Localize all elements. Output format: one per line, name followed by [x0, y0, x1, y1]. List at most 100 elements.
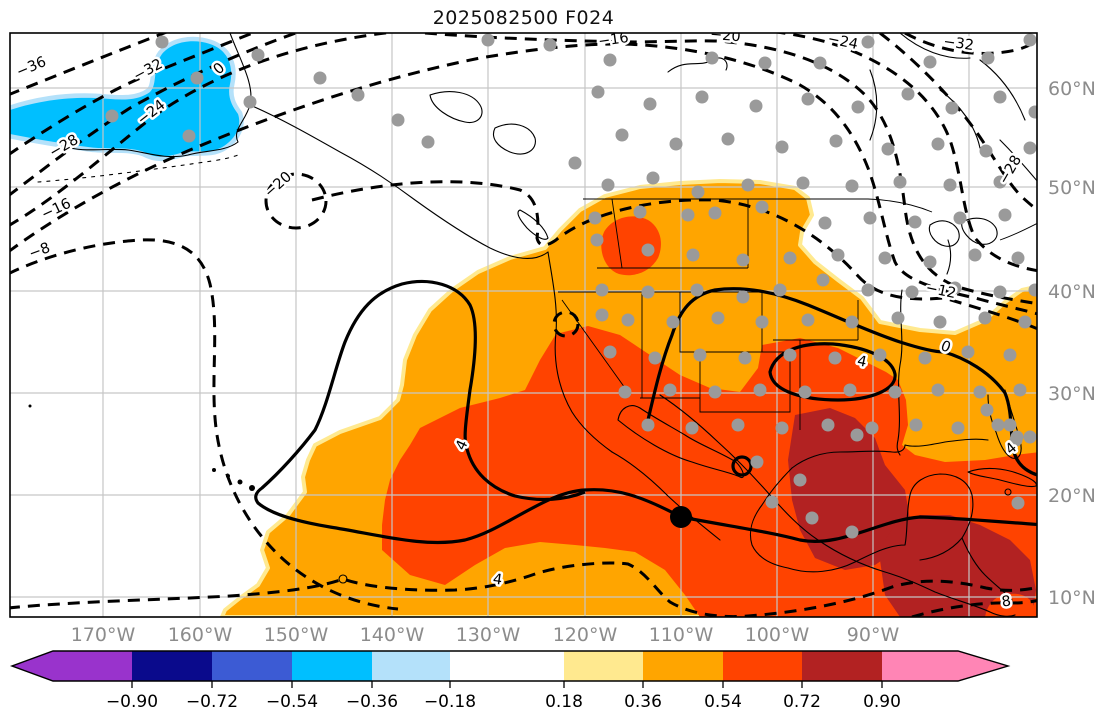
station-dot [1018, 315, 1032, 329]
station-dot [182, 129, 196, 143]
station-dot [711, 311, 725, 325]
station-dot [845, 315, 859, 329]
station-dot [738, 351, 752, 365]
station-dot [991, 418, 1005, 432]
station-dot [621, 313, 635, 327]
station-dot [948, 281, 962, 295]
station-dot [873, 348, 887, 362]
colorbar-tick-label: 0.36 [624, 692, 662, 712]
station-dot [663, 383, 677, 397]
colorbar-over-arrow [958, 651, 1008, 681]
station-dots [105, 33, 1037, 539]
station-dot [775, 421, 789, 435]
station-dot [801, 92, 815, 106]
station-dot [765, 495, 779, 509]
station-dot [641, 243, 655, 257]
station-dot [861, 35, 875, 49]
station-dot [1013, 383, 1027, 397]
lon-tick-label: 100°W [745, 624, 810, 646]
contour-value-label: 4 [856, 353, 868, 371]
station-dot [918, 351, 932, 365]
station-dot [693, 348, 707, 362]
station-dot [968, 248, 982, 262]
colorbar-segment [53, 651, 132, 681]
station-dot [641, 418, 655, 432]
station-dot [816, 273, 830, 287]
colorbar-segment [723, 651, 802, 681]
station-dot [243, 95, 257, 109]
station-dot [618, 385, 632, 399]
colorbar-segment [882, 651, 958, 681]
colorbar-tick-label: 0.90 [863, 692, 901, 712]
station-dot [603, 345, 617, 359]
colorbar-tick-label: −0.72 [186, 692, 238, 712]
lon-tick-label: 160°W [168, 624, 233, 646]
station-dot [923, 255, 937, 269]
station-dot [951, 421, 965, 435]
station-dot [755, 315, 769, 329]
station-dot [893, 175, 907, 189]
station-dot [695, 90, 709, 104]
station-dot [908, 215, 922, 229]
station-dot [993, 285, 1007, 299]
station-dot [979, 144, 993, 158]
station-dot [1023, 430, 1037, 444]
highlight-marker-dot [670, 506, 692, 528]
latitude-axis-labels: 60°N 50°N 40°N 30°N 20°N 10°N [1048, 78, 1096, 609]
station-dot [931, 383, 945, 397]
station-dot [961, 345, 975, 359]
station-dot [865, 421, 879, 435]
station-dot [758, 56, 772, 70]
positive-shade-0.72-texas [788, 408, 910, 570]
station-dot [1023, 33, 1037, 47]
station-dot [421, 135, 435, 149]
station-dot [850, 428, 864, 442]
station-dot [783, 251, 797, 265]
station-dot [601, 178, 615, 192]
colorbar-tick-label: −0.90 [106, 692, 158, 712]
station-dot [1009, 433, 1023, 447]
colorbar-segment [132, 651, 212, 681]
station-dot [595, 283, 609, 297]
lon-tick-label: 170°W [71, 624, 136, 646]
station-dot [741, 178, 755, 192]
station-dot [891, 311, 905, 325]
positive-shade-0.72-centam [880, 515, 1036, 617]
station-dot [1003, 348, 1017, 362]
station-dot [1003, 418, 1017, 432]
station-dot [708, 206, 722, 220]
station-dot [901, 87, 915, 101]
station-dot [843, 383, 857, 397]
station-dot [931, 137, 945, 151]
lat-tick-label: 60°N [1048, 78, 1096, 100]
colorbar-tick-label: 0.54 [704, 692, 742, 712]
station-dot [909, 418, 923, 432]
station-dot [633, 205, 647, 219]
station-dot [861, 283, 875, 297]
station-dot [933, 315, 947, 329]
lon-tick-label: 90°W [847, 624, 900, 646]
lat-tick-label: 20°N [1048, 485, 1096, 507]
station-dot [845, 525, 859, 539]
positive-shade-hole [985, 593, 1036, 617]
station-dot [801, 313, 815, 327]
longitude-axis-labels: 170°W 160°W 150°W 140°W 130°W 120°W 110°W 100°W… [71, 624, 900, 646]
colorbar-outline [9, 650, 1011, 682]
station-dot [105, 109, 119, 123]
station-dot [888, 385, 902, 399]
lat-tick-label: 10°N [1048, 587, 1096, 609]
station-dot [641, 285, 655, 299]
station-dot [993, 90, 1007, 104]
station-dot [981, 51, 995, 65]
station-dot [708, 385, 722, 399]
station-dot [731, 418, 745, 432]
station-dot [943, 178, 957, 192]
positive-shade-0.54-oregon [601, 216, 661, 276]
lon-tick-label: 150°W [264, 624, 329, 646]
state-borders [558, 198, 1037, 430]
station-dot [685, 421, 699, 435]
colorbar-segment [564, 651, 643, 681]
station-dot [750, 455, 764, 469]
station-dot [881, 142, 895, 156]
